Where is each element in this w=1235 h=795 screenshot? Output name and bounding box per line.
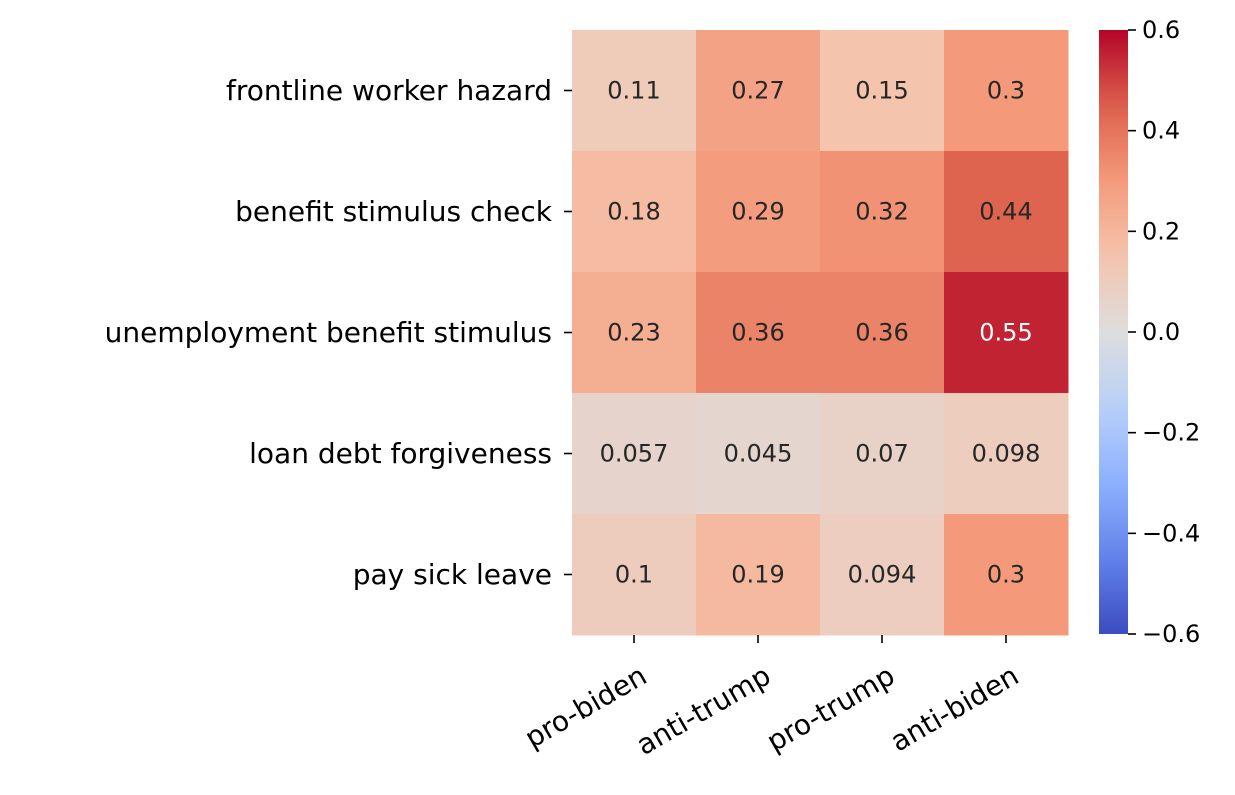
row-label-loan-debt-forgiveness: loan debt forgiveness (249, 437, 552, 470)
row-label-unemployment-benefit-stimulus: unemployment benefit stimulus (105, 316, 552, 349)
column-label-pro-trump: pro-trump (761, 659, 900, 758)
heatmap-cell-labels: 0.11 0.27 0.15 0.3 0.18 0.29 0.32 0.44 0.23 0.36 0… (600, 77, 1041, 589)
colorbar-tick-label: 0.6 (1142, 16, 1180, 44)
cell-value-label: 0.23 (607, 319, 660, 347)
heatmap-cell-frontline-worker-hazard-pro-biden (572, 30, 697, 152)
heatmap-cell-loan-debt-forgiveness-pro-biden (572, 393, 697, 515)
cell-value-label: 0.3 (987, 77, 1025, 105)
heatmap-cell-pay-sick-leave-pro-biden (572, 514, 697, 636)
cell-value-label: 0.32 (855, 198, 908, 226)
row-label-benefit-stimulus-check: benefit stimulus check (235, 195, 553, 228)
cell-value-label: 0.18 (607, 198, 660, 226)
cell-value-label: 0.1 (615, 561, 653, 589)
cell-value-label: 0.098 (972, 440, 1041, 468)
cell-value-label: 0.094 (848, 561, 917, 589)
colorbar: 0.6 0.4 0.2 0.0 −0.2 −0.4 −0.6 (1099, 16, 1200, 648)
heatmap-cells (572, 30, 1069, 636)
heatmap-cell-pay-sick-leave-pro-trump (820, 514, 945, 636)
heatmap-cell-unemployment-benefit-stimulus-anti-trump (696, 272, 821, 394)
cell-value-label: 0.55 (979, 319, 1032, 347)
cell-value-label: 0.19 (731, 561, 784, 589)
column-label-pro-biden: pro-biden (519, 659, 652, 755)
heatmap-cell-benefit-stimulus-check-pro-biden (572, 151, 697, 273)
column-label-anti-trump: anti-trump (631, 659, 777, 762)
heatmap-cell-frontline-worker-hazard-anti-trump (696, 30, 821, 152)
cell-value-label: 0.15 (855, 77, 908, 105)
colorbar-gradient (1099, 30, 1128, 634)
heatmap-cell-benefit-stimulus-check-anti-biden (944, 151, 1069, 273)
cell-value-label: 0.07 (855, 440, 908, 468)
colorbar-tick-label: −0.4 (1142, 519, 1200, 547)
heatmap-cell-loan-debt-forgiveness-anti-trump (696, 393, 821, 515)
cell-value-label: 0.11 (607, 77, 660, 105)
colorbar-tick-label: 0.4 (1142, 117, 1180, 145)
heatmap-cell-unemployment-benefit-stimulus-pro-trump (820, 272, 945, 394)
heatmap-cell-frontline-worker-hazard-pro-trump (820, 30, 945, 152)
cell-value-label: 0.44 (979, 198, 1032, 226)
heatmap-cell-benefit-stimulus-check-anti-trump (696, 151, 821, 273)
cell-value-label: 0.29 (731, 198, 784, 226)
row-label-pay-sick-leave: pay sick leave (353, 558, 552, 591)
colorbar-tick-label: −0.2 (1142, 419, 1200, 447)
cell-value-label: 0.36 (731, 319, 784, 347)
heatmap-cell-frontline-worker-hazard-anti-biden (944, 30, 1069, 152)
heatmap-cell-loan-debt-forgiveness-anti-biden (944, 393, 1069, 515)
cell-value-label: 0.36 (855, 319, 908, 347)
heatmap-cell-unemployment-benefit-stimulus-anti-biden (944, 272, 1069, 394)
cell-value-label: 0.057 (600, 440, 669, 468)
cell-value-label: 0.045 (724, 440, 793, 468)
heatmap-cell-pay-sick-leave-anti-biden (944, 514, 1069, 636)
heatmap-cell-pay-sick-leave-anti-trump (696, 514, 821, 636)
colorbar-tick-label: −0.6 (1142, 620, 1200, 648)
row-label-frontline-worker-hazard: frontline worker hazard (226, 74, 552, 107)
cell-value-label: 0.27 (731, 77, 784, 105)
heatmap-cell-loan-debt-forgiveness-pro-trump (820, 393, 945, 515)
cell-value-label: 0.3 (987, 561, 1025, 589)
heatmap-cell-unemployment-benefit-stimulus-pro-biden (572, 272, 697, 394)
colorbar-tick-label: 0.2 (1142, 217, 1180, 245)
column-label-anti-biden: anti-biden (885, 659, 1025, 759)
row-labels: frontline worker hazard benefit stimulus … (105, 74, 572, 591)
colorbar-tick-label: 0.0 (1142, 318, 1180, 346)
heatmap-cell-benefit-stimulus-check-pro-trump (820, 151, 945, 273)
